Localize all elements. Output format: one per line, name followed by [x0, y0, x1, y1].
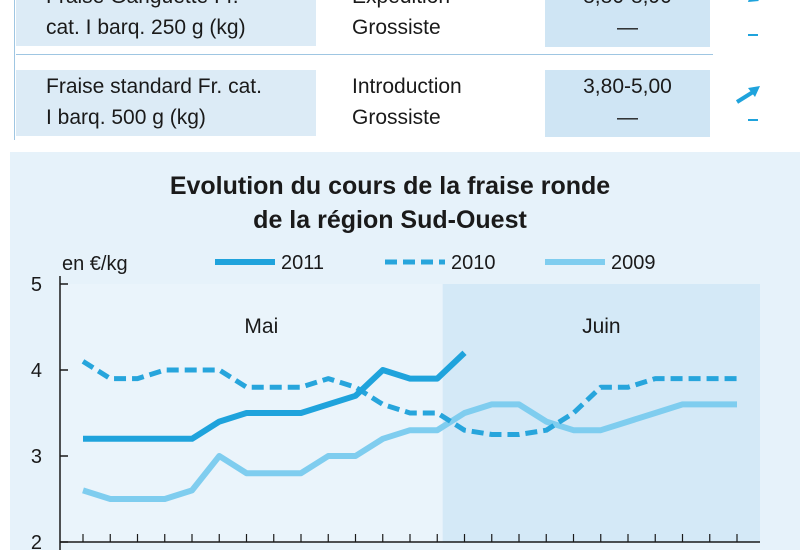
trend-cell [748, 0, 759, 36]
price-line: 8,80-8,90 [545, 0, 710, 12]
y-tick-label: 4 [31, 360, 42, 382]
trend-cell [735, 86, 760, 121]
chart-title-line: Evolution du cours de la fraise ronde [170, 172, 610, 200]
line-chart: Evolution du cours de la fraise ronde de … [31, 172, 760, 550]
legend-label-2011: 2011 [281, 252, 324, 274]
product-line: cat. I barq. 250 g (kg) [46, 16, 246, 39]
table-left-rule [14, 0, 15, 140]
y-tick-label: 3 [31, 446, 42, 468]
price-cell: 3,80-5,00 — [545, 70, 710, 137]
price-line: 3,80-5,00 [583, 75, 672, 98]
chart-title-line: de la région Sud-Ouest [253, 206, 527, 234]
price-line: — [617, 106, 638, 129]
product-line: I barq. 500 g (kg) [46, 106, 206, 129]
arrow-up-right-icon [735, 86, 760, 104]
series-line-2010 [81, 359, 737, 437]
price-cell: 8,80-8,90 — [545, 0, 710, 47]
table-row: Fraise standard Fr. cat. I barq. 500 g (… [16, 70, 760, 137]
price-line: — [617, 16, 638, 39]
series-line-2009 [82, 401, 737, 502]
row-divider [16, 54, 713, 55]
stage-line: Grossiste [352, 106, 441, 129]
legend-label-2010: 2010 [451, 252, 496, 274]
stage-cell: Expédition Grossiste [322, 0, 544, 46]
product-line: Fraise Gariguette Fr. [46, 0, 316, 12]
price-table: Fraise Gariguette Fr. cat. I barq. 250 g… [0, 0, 800, 140]
period-shade-juin [442, 284, 760, 542]
product-cell: Fraise standard Fr. cat. I barq. 500 g (… [16, 70, 316, 136]
stage-line: Expédition [352, 0, 544, 12]
series-line-2011 [83, 350, 467, 442]
arrow-down-right-icon [748, 0, 759, 2]
table-row: Fraise Gariguette Fr. cat. I barq. 250 g… [16, 0, 759, 47]
y-axis-unit-label: en €/kg [62, 253, 128, 275]
legend-label-2009: 2009 [611, 252, 656, 274]
stage-line: Grossiste [352, 16, 441, 39]
product-line: Fraise standard Fr. cat. [46, 75, 262, 98]
stage-cell: Introduction Grossiste [322, 70, 544, 136]
period-label-juin: Juin [582, 315, 621, 338]
product-cell: Fraise Gariguette Fr. cat. I barq. 250 g… [16, 0, 316, 46]
y-tick-label: 2 [31, 532, 42, 550]
period-label-mai: Mai [244, 315, 278, 338]
chart-panel: Evolution du cours de la fraise ronde de … [10, 152, 800, 550]
stage-line: Introduction [352, 75, 462, 98]
y-tick-label: 5 [31, 274, 42, 296]
